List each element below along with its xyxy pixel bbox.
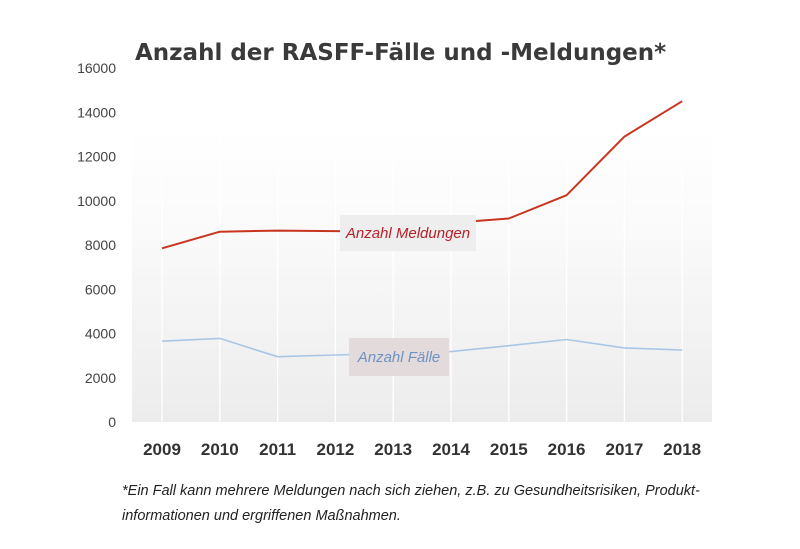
y-tick-label: 6000 [85, 281, 116, 297]
grid [161, 128, 683, 422]
y-tick-label: 2000 [85, 370, 116, 386]
y-tick-label: 16000 [77, 60, 116, 76]
series-label: Anzahl Meldungen [345, 225, 470, 242]
series-label: Anzahl Fälle [357, 349, 441, 366]
x-tick-label: 2017 [605, 440, 643, 459]
footnote-line-1: *Ein Fall kann mehrere Meldungen nach si… [122, 483, 700, 499]
series-label-box [340, 215, 476, 251]
y-axis: 0 2000 4000 6000 8000 10000 12000 14000 16000 [77, 60, 116, 430]
series-labels: Anzahl Meldungen Anzahl Fälle [340, 215, 476, 376]
y-tick-label: 4000 [85, 326, 116, 342]
footnote-line-2: informationen und ergriffenen Maßnahmen. [122, 508, 401, 524]
y-tick-label: 0 [108, 414, 116, 430]
y-tick-label: 10000 [77, 193, 116, 209]
x-tick-label: 2010 [201, 440, 239, 459]
y-tick-label: 8000 [85, 237, 116, 253]
y-tick-label: 14000 [77, 104, 116, 120]
x-tick-label: 2012 [316, 440, 354, 459]
x-tick-label: 2015 [490, 440, 528, 459]
series-label-box [349, 338, 449, 376]
y-tick-label: 12000 [77, 149, 116, 165]
x-tick-label: 2014 [432, 440, 470, 459]
footnote: *Ein Fall kann mehrere Meldungen nach si… [122, 479, 762, 529]
x-axis: 2009 2010 2011 2012 2013 2014 2015 2016 2017 2018 [143, 440, 701, 459]
x-tick-label: 2011 [259, 440, 296, 459]
x-tick-label: 2018 [663, 440, 701, 459]
x-tick-label: 2013 [374, 440, 412, 459]
chart-title: Anzahl der RASFF-Fälle und -Meldungen* [135, 40, 666, 66]
x-tick-label: 2009 [143, 440, 181, 459]
x-tick-label: 2016 [548, 440, 586, 459]
